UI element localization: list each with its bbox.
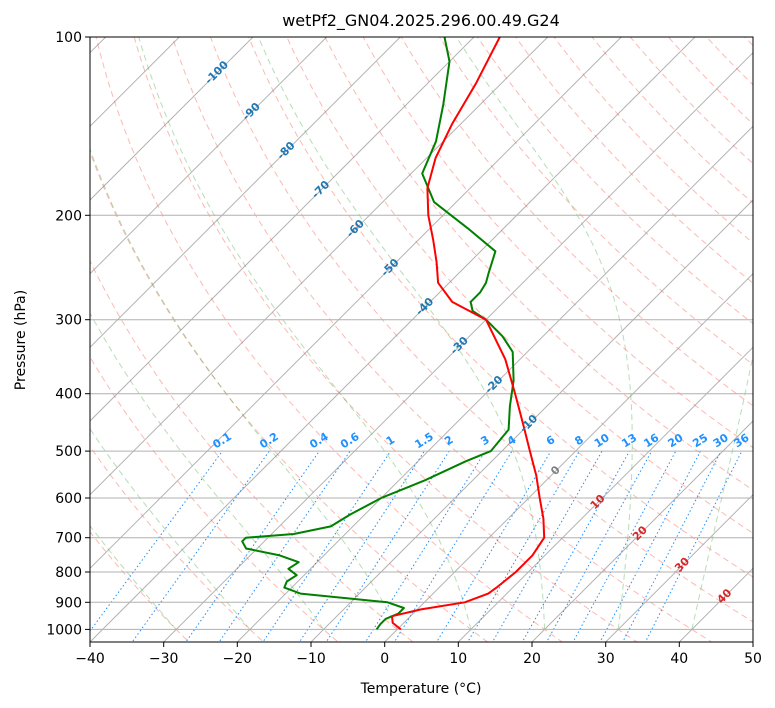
mixing-ratio-line: [644, 450, 743, 642]
mixing-ratio-line: [298, 450, 425, 642]
isotherm-line: [457, 346, 753, 642]
x-tick-label: 10: [449, 651, 467, 667]
y-tick-label: 200: [55, 208, 82, 224]
dry-adiabat-line: [90, 259, 414, 642]
isotherm-line: [90, 37, 475, 422]
x-tick-label: −40: [75, 651, 105, 667]
moist-adiabat-line: [691, 353, 753, 630]
x-tick-label: 20: [523, 651, 541, 667]
y-tick-label: 1000: [46, 622, 82, 638]
plot-area: [90, 37, 753, 642]
x-tick-label: −30: [149, 651, 179, 667]
mixing-ratio-line: [262, 450, 392, 642]
isotherm-line: [605, 493, 753, 642]
mixing-ratio-line: [325, 450, 450, 642]
isotherm-line: [90, 37, 401, 349]
moist-adiabat-line: [257, 37, 546, 630]
dry-adiabat-line: [95, 37, 564, 642]
y-tick-label: 500: [55, 444, 82, 460]
x-tick-label: −10: [296, 651, 326, 667]
dry-adiabat-line: [515, 37, 753, 284]
mixing-ratio-line: [185, 450, 320, 642]
moist-adiabat-line: [138, 37, 472, 630]
isotherms: [90, 37, 753, 642]
y-tick-label: 800: [55, 565, 82, 581]
moist-adiabats: [90, 37, 753, 630]
isotherm-line: [310, 199, 753, 642]
isotherm-line: [531, 420, 753, 642]
mixing-ratio-line: [436, 450, 552, 642]
dry-adiabat-line: [553, 37, 753, 244]
dry-adiabat-line: [90, 356, 339, 642]
y-tick-label: 300: [55, 313, 82, 329]
dry-adiabat-line: [591, 37, 753, 204]
y-axis-ticks: 100 200 300 400 500 600 700 800 900 1000: [46, 30, 90, 638]
y-tick-label: 100: [55, 30, 82, 46]
mixing-ratio-line: [491, 450, 603, 642]
pressure-gridlines: [90, 37, 753, 630]
mixing-ratio-line: [218, 450, 351, 642]
moist-adiabat-line: [90, 524, 177, 630]
x-axis-ticks: −40 −30 −20 −10 0 10 20 30 40 50: [75, 642, 762, 667]
temperature-trace: [391, 37, 546, 631]
isotherm-line: [90, 37, 622, 570]
dry-adiabat-line: [209, 37, 753, 623]
dry-adiabat-line: [133, 37, 638, 642]
mixing-ratio-line: [521, 450, 630, 642]
chart-title: wetPf2_GN04.2025.296.00.49.G24: [282, 11, 560, 31]
x-axis-label: Temperature (°C): [360, 681, 482, 697]
dry-adiabat-line: [90, 531, 190, 642]
dry-adiabats: [90, 37, 753, 642]
plot-frame: [89, 36, 754, 643]
sounding-traces: [241, 37, 546, 631]
mixing-ratio-line: [546, 450, 653, 642]
dry-adiabat-line: [171, 37, 713, 642]
x-tick-label: 0: [380, 651, 389, 667]
dry-adiabat-line: [400, 37, 753, 407]
x-tick-label: −20: [223, 651, 253, 667]
isotherm-line: [90, 37, 549, 496]
dry-adiabat-line: [362, 37, 753, 449]
x-tick-label: 40: [670, 651, 688, 667]
isotherm-line: [384, 272, 753, 642]
y-tick-label: 700: [55, 531, 82, 547]
isotherm-line: [163, 51, 753, 642]
moist-adiabat-line: [90, 427, 251, 630]
mixing-ratio-lines: [90, 450, 743, 642]
isotherm-line: [236, 125, 753, 642]
mixing-ratio-line: [131, 450, 270, 642]
isotherm-line: [90, 37, 254, 201]
dry-adiabat-line: [286, 37, 753, 534]
moist-adiabat-line: [455, 37, 633, 630]
moist-adiabat-line: [90, 312, 324, 630]
isotherm-line: [90, 37, 328, 275]
y-tick-label: 400: [55, 387, 82, 403]
y-tick-label: 600: [55, 491, 82, 507]
x-tick-label: 50: [744, 651, 762, 667]
x-tick-label: 30: [597, 651, 615, 667]
mixing-ratio-line: [572, 450, 677, 642]
y-tick-label: 900: [55, 595, 82, 611]
y-axis-label: Pressure (hPa): [13, 290, 29, 390]
dewpoint-trace: [241, 37, 515, 630]
isotherm-line: [90, 37, 696, 642]
dry-adiabat-line: [248, 37, 753, 578]
dry-adiabat-line: [324, 37, 753, 491]
